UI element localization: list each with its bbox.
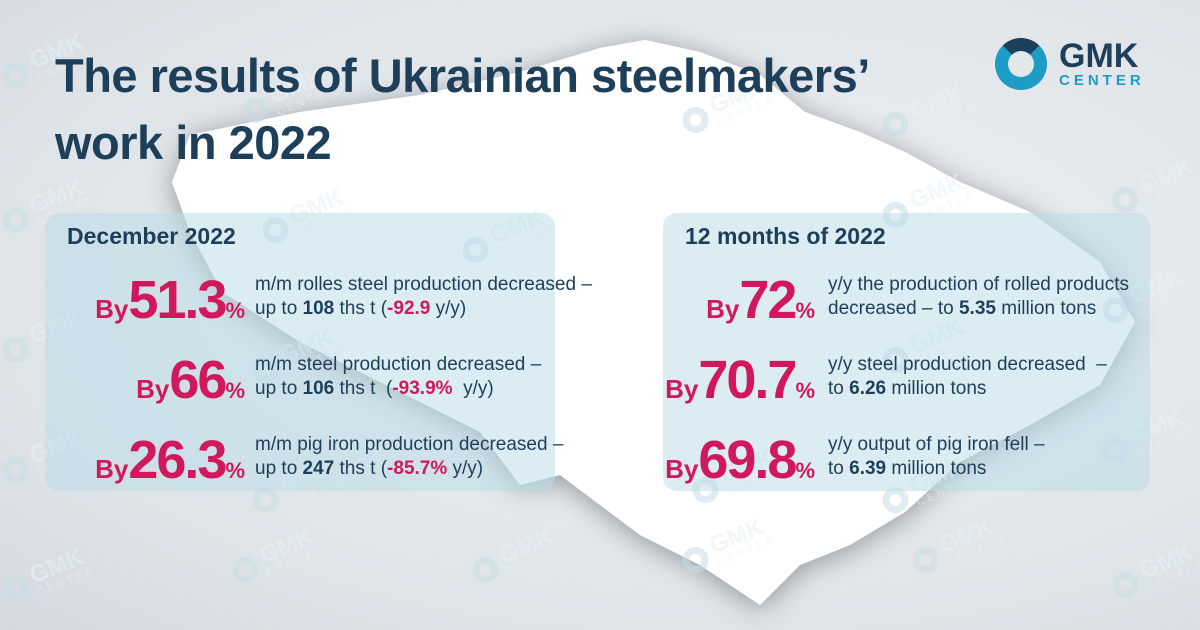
title: work in 2022 [55,116,332,169]
panel: December 2022 By51.3% m/m rolles steel pro… [45,213,592,491]
stat-unit: % [795,298,815,323]
description-text: 108 [302,298,335,319]
description-text: 247 [302,458,335,479]
stat-item: By72% y/y the production of rolled produc… [663,265,1150,335]
description-text: up to [255,378,303,399]
description-line: up to 106 ths t (-93.9% y/y) [255,377,541,401]
stat-prefix: By [665,454,699,484]
description-line: y/y the production of rolled products [828,273,1129,297]
stat-number: 66 [169,350,227,410]
description-text: y/y the production of rolled products [828,274,1130,295]
stat-unit: % [795,378,815,403]
description-text: -85.7% [387,458,448,479]
stat-value: By70.7% [665,349,815,411]
stat-description: y/y the production of rolled products dec… [828,273,1129,321]
stat-unit: % [225,298,245,323]
description-text: ths t ( [334,458,388,479]
description-line: up to 247 ths t (-85.7% y/y) [255,457,563,481]
stat-item: By69.8% y/y output of pig iron fell – to 6… [663,425,1150,495]
description-text: m/m steel production decreased – [255,354,542,375]
stat-description: m/m pig iron production decreased – up to… [255,433,563,481]
stat-value: By66% [136,349,245,411]
description-text: million tons [886,458,987,479]
stat-unit: % [225,378,245,403]
description-line: m/m steel production decreased – [255,353,541,377]
stat-number: 70.7 [698,350,797,410]
stat-description: m/m steel production decreased – up to 10… [255,353,541,401]
stat-item: By51.3% m/m rolles steel production decre… [45,265,592,335]
description-text: up to [255,298,303,319]
title: The results of Ukrainian steelmakers’ [55,49,870,102]
logo-icon [995,38,1047,90]
panel-heading: December 2022 [67,223,236,249]
description-line: up to 108 ths t (-92.9 y/y) [255,297,592,321]
stat-value: By69.8% [665,429,815,491]
stat-number: 26.3 [128,430,227,490]
stat-item: By26.3% m/m pig iron production decreased… [45,425,563,495]
description-line: to 6.39 million tons [828,457,1045,481]
description-line: y/y output of pig iron fell – [828,433,1045,457]
stat-value: By51.3% [95,269,245,331]
description-text: 6.39 [849,458,887,479]
logo: GMK CENTER [995,38,1145,90]
description-text: to [828,458,850,479]
stat-unit: % [225,458,245,483]
stat-prefix: By [665,374,699,404]
description-text: ths t ( [334,378,393,399]
stat-number: 72 [739,270,797,330]
description-text: 5.35 [958,298,996,319]
description-text: to [828,378,850,399]
panel: 12 months of 2022 By72% y/y the production… [663,213,1150,491]
description-text: million tons [995,298,1097,319]
description-text: m/m pig iron production decreased – [255,434,564,455]
description-line: decreased – to 5.35 million tons [828,297,1129,321]
description-line: m/m pig iron production decreased – [255,433,563,457]
description-text: m/m rolles steel production decreased – [255,274,592,295]
stat-item: By70.7% y/y steel production decreased – t… [663,345,1150,415]
stat-prefix: By [95,294,129,324]
description-text: y/y output of pig iron fell – [828,434,1045,455]
description-line: m/m rolles steel production decreased – [255,273,592,297]
panel-heading: 12 months of 2022 [685,223,886,249]
description-text: decreased – to [828,298,959,319]
logo-subtext: CENTER [1059,71,1145,89]
stat-item: By66% m/m steel production decreased – up … [45,345,555,415]
stat-description: y/y output of pig iron fell – to 6.39 mil… [828,433,1045,481]
description-text: million tons [886,378,987,399]
description-text: -92.9 [387,298,431,319]
stat-description: y/y steel production decreased – to 6.26 … [828,353,1107,401]
stat-number: 51.3 [128,270,227,330]
stat-value: By72% [706,269,815,331]
description-text: 106 [302,378,335,399]
description-text: y/y) [430,298,467,319]
description-line: y/y steel production decreased – [828,353,1107,377]
description-text: y/y) [447,458,484,479]
stat-number: 69.8 [698,430,797,490]
stat-prefix: By [136,374,170,404]
stat-prefix: By [95,454,129,484]
logo-text: GMK [1059,36,1139,75]
stat-prefix: By [706,294,740,324]
description-text: ths t ( [334,298,388,319]
description-text: y/y) [452,378,494,399]
description-text: -93.9% [392,378,453,399]
stat-value: By26.3% [95,429,245,491]
description-text: 6.26 [849,378,887,399]
description-text: up to [255,458,303,479]
description-line: to 6.26 million tons [828,377,1107,401]
stat-unit: % [795,458,815,483]
stat-description: m/m rolles steel production decreased – u… [255,273,592,321]
description-text: y/y steel production decreased – [828,354,1107,375]
